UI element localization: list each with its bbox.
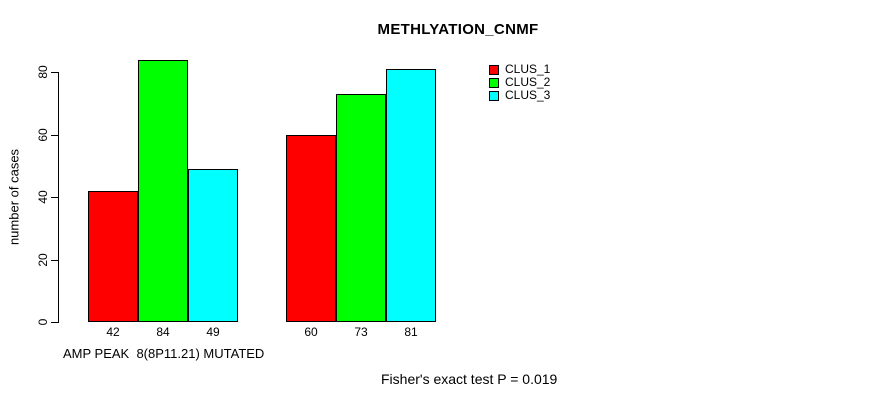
bar-group-2-clus_1: [286, 134, 336, 322]
legend-label-clus_2: CLUS_2: [505, 75, 551, 89]
x-axis-group-label: AMP PEAK 8(8P11.21) MUTATED: [63, 346, 265, 361]
legend-swatch-clus_1: [489, 64, 499, 75]
legend-label-clus_1: CLUS_1: [505, 62, 551, 76]
y-tick-label: 60: [36, 127, 50, 142]
y-tick-mark: [51, 134, 58, 136]
y-tick-label: 40: [36, 190, 50, 204]
legend-swatch-clus_2: [489, 77, 499, 88]
y-tick-mark: [51, 259, 58, 261]
y-tick-mark: [51, 322, 58, 323]
legend-item-clus_2: CLUS_2: [489, 75, 551, 89]
bar-value-label-group-1-clus_1: 42: [106, 325, 120, 339]
legend: CLUS_1 CLUS_2 CLUS_3: [489, 62, 551, 102]
bar-value-label-group-1-clus_2: 84: [156, 325, 170, 339]
legend-item-clus_1: CLUS_1: [489, 62, 551, 76]
y-tick-label: 0: [36, 318, 50, 326]
bar-value-label-group-2-clus_2: 73: [354, 325, 368, 339]
y-tick-label: 20: [36, 252, 50, 267]
legend-swatch-clus_3: [489, 90, 499, 101]
bar-value-label-group-2-clus_3: 81: [404, 325, 418, 339]
y-axis-line: [58, 72, 59, 323]
bar-group-1-clus_3: [188, 168, 238, 322]
y-tick-label: 80: [36, 65, 50, 79]
y-axis-label: number of cases: [6, 148, 22, 246]
chart-title: METHLYATION_CNMF: [377, 21, 539, 38]
legend-item-clus_3: CLUS_3: [489, 88, 551, 102]
bar-group-1-clus_2: [138, 59, 188, 322]
bar-value-label-group-2-clus_1: 60: [304, 325, 318, 339]
y-tick-mark: [51, 72, 58, 73]
bar-group-2-clus_3: [386, 68, 436, 322]
legend-label-clus_3: CLUS_3: [505, 88, 551, 102]
bar-group-1-clus_1: [88, 190, 138, 322]
bar-value-label-group-1-clus_3: 49: [206, 325, 220, 339]
bar-group-2-clus_2: [336, 93, 386, 322]
y-tick-mark: [51, 197, 58, 198]
annotation-fisher-test: Fisher's exact test P = 0.019: [381, 371, 558, 387]
